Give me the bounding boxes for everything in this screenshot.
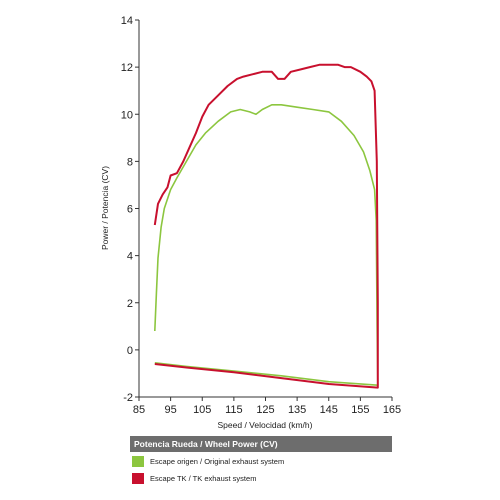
y-tick-label: 6	[127, 204, 133, 216]
legend-swatch-tk	[132, 473, 144, 484]
x-tick-label: 85	[133, 404, 145, 416]
legend-label-tk: Escape TK / TK exhaust system	[150, 474, 257, 483]
y-tick-label: 10	[121, 109, 133, 121]
x-tick-label: 135	[288, 404, 306, 416]
y-tick-label: 4	[127, 251, 133, 263]
legend-item-tk: Escape TK / TK exhaust system	[130, 471, 392, 486]
x-tick-label: 165	[383, 404, 401, 416]
x-tick-label: 125	[256, 404, 274, 416]
x-axis-title: Speed / Velocidad (km/h)	[218, 420, 313, 430]
y-tick-label: -2	[123, 392, 133, 404]
y-axis-title: Power / Potencia (CV)	[100, 166, 110, 250]
legend: Potencia Rueda / Wheel Power (CV) Escape…	[130, 436, 392, 486]
x-tick-label: 105	[193, 404, 211, 416]
series-line-original	[154, 104, 379, 386]
legend-swatch-original	[132, 456, 144, 467]
series-lines	[153, 63, 379, 389]
x-tick-label: 155	[351, 404, 369, 416]
x-tick-label: 95	[165, 404, 177, 416]
y-tick-label: 14	[121, 15, 133, 27]
y-tick-label: 2	[127, 298, 133, 310]
x-axis-ticks: 85 95 105 115 125 135 145 155 165	[133, 397, 401, 416]
legend-label-original: Escape origen / Original exhaust system	[150, 457, 285, 466]
y-tick-label: 0	[127, 345, 133, 357]
x-tick-label: 115	[225, 404, 243, 416]
x-tick-label: 145	[320, 404, 338, 416]
y-tick-label: 8	[127, 156, 133, 168]
y-tick-label: 12	[121, 62, 133, 74]
legend-item-original: Escape origen / Original exhaust system	[130, 454, 392, 469]
y-axis-ticks: -2 0 2 4 6 8 10 12 14	[121, 15, 139, 404]
series-line-tk	[153, 63, 379, 389]
legend-title: Potencia Rueda / Wheel Power (CV)	[130, 436, 392, 452]
